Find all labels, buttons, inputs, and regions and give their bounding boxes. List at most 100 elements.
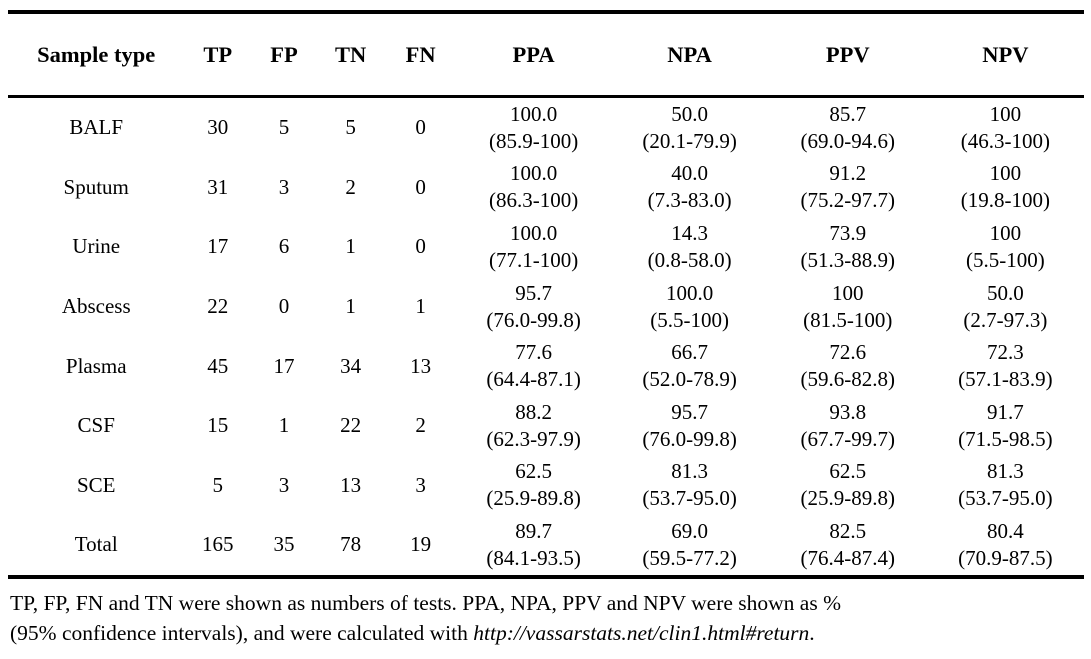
- ppa-value: 62.5: [515, 459, 552, 484]
- npa-confidence-interval: (0.8-58.0): [647, 247, 732, 272]
- fn-cell: 0: [415, 234, 426, 259]
- npv-confidence-interval: (57.1-83.9): [958, 367, 1053, 392]
- ppa-value: 95.7: [515, 280, 552, 305]
- npv-confidence-interval: (70.9-87.5): [958, 545, 1053, 570]
- npa-value: 81.3: [671, 459, 708, 484]
- npv-confidence-interval: (2.7-97.3): [963, 307, 1048, 332]
- tn-cell: 1: [345, 234, 356, 259]
- tp-cell: 165: [202, 532, 234, 557]
- results-table: Sample type TP FP TN FN PPA NPA PPV NPV …: [8, 10, 1084, 579]
- npa-confidence-interval: (59.5-77.2): [642, 545, 737, 570]
- ppv-confidence-interval: (76.4-87.4): [800, 545, 895, 570]
- ppa-confidence-interval: (64.4-87.1): [486, 367, 581, 392]
- table-row: Plasma 45 17 34 13 77.6 (64.4-87.1) 66.7 (52.0-7…: [8, 336, 1084, 396]
- ppv-cell: 91.2 (75.2-97.7): [769, 158, 927, 218]
- fn-cell: 0: [415, 115, 426, 140]
- tp-cell: 45: [207, 353, 229, 378]
- fp-cell: 5: [278, 115, 290, 140]
- npv-value: 91.7: [987, 399, 1024, 424]
- ppv-confidence-interval: (67.7-99.7): [800, 426, 895, 451]
- sample-type-cell: Total: [74, 532, 118, 557]
- ppa-confidence-interval: (84.1-93.5): [486, 545, 581, 570]
- npa-confidence-interval: (20.1-79.9): [642, 128, 737, 153]
- column-header-tn: TN: [316, 12, 385, 98]
- fn-cell: 2: [415, 413, 426, 438]
- table-row: BALF 30 5 5 0 100.0 (85.9-100) 50.0 (20.1-79.9) 8…: [8, 97, 1084, 158]
- tn-cell: 78: [340, 532, 362, 557]
- fn-cell: 19: [410, 532, 432, 557]
- ppa-cell: 100.0 (86.3-100): [457, 158, 611, 218]
- npv-cell: 100 (19.8-100): [927, 158, 1084, 218]
- npa-confidence-interval: (76.0-99.8): [642, 426, 737, 451]
- npv-value: 80.4: [987, 518, 1024, 543]
- column-header-fp: FP: [251, 12, 317, 98]
- ppv-cell: 100 (81.5-100): [769, 277, 927, 337]
- fp-cell: 0: [278, 294, 290, 319]
- ppv-cell: 73.9 (51.3-88.9): [769, 217, 927, 277]
- sample-type-cell: Plasma: [65, 353, 127, 378]
- npv-value: 81.3: [987, 459, 1024, 484]
- sample-type-cell: Urine: [72, 234, 121, 259]
- column-header-fn: FN: [384, 12, 457, 98]
- npa-value: 50.0: [671, 101, 708, 126]
- ppv-cell: 93.8 (67.7-99.7): [769, 396, 927, 456]
- npv-cell: 80.4 (70.9-87.5): [927, 515, 1084, 577]
- npa-confidence-interval: (5.5-100): [650, 307, 729, 332]
- npa-value: 95.7: [671, 399, 708, 424]
- npa-cell: 69.0 (59.5-77.2): [611, 515, 769, 577]
- sample-type-cell: Sputum: [63, 174, 129, 199]
- npa-cell: 100.0 (5.5-100): [611, 277, 769, 337]
- npv-confidence-interval: (71.5-98.5): [958, 426, 1053, 451]
- npa-confidence-interval: (53.7-95.0): [642, 486, 737, 511]
- table-body: BALF 30 5 5 0 100.0 (85.9-100) 50.0 (20.1-79.9) 8…: [8, 97, 1084, 577]
- ppv-cell: 82.5 (76.4-87.4): [769, 515, 927, 577]
- ppv-confidence-interval: (81.5-100): [803, 307, 893, 332]
- fp-cell: 6: [278, 234, 290, 259]
- column-header-npv: NPV: [926, 12, 1084, 98]
- tn-cell: 13: [340, 472, 362, 497]
- sample-type-cell: CSF: [77, 413, 115, 438]
- column-header-tp: TP: [184, 12, 252, 98]
- npa-cell: 95.7 (76.0-99.8): [611, 396, 769, 456]
- tn-cell: 34: [340, 353, 362, 378]
- ppa-cell: 89.7 (84.1-93.5): [457, 515, 611, 577]
- ppa-cell: 88.2 (62.3-97.9): [457, 396, 611, 456]
- npa-cell: 50.0 (20.1-79.9): [611, 97, 769, 158]
- fn-cell: 13: [410, 353, 432, 378]
- footnote-line-1: TP, FP, FN and TN were shown as numbers …: [10, 590, 841, 615]
- npv-confidence-interval: (19.8-100): [960, 188, 1051, 213]
- npa-value: 40.0: [671, 161, 708, 186]
- fp-cell: 35: [273, 532, 295, 557]
- tp-cell: 15: [207, 413, 229, 438]
- ppa-value: 100.0: [509, 101, 558, 126]
- ppv-value: 62.5: [829, 459, 867, 484]
- table-row: Urine 17 6 1 0 100.0 (77.1-100) 14.3 (0.8-58.0) 7…: [8, 217, 1084, 277]
- tp-cell: 22: [207, 294, 229, 319]
- sample-type-cell: SCE: [76, 472, 116, 497]
- tp-cell: 31: [207, 174, 229, 199]
- ppa-value: 100.0: [509, 161, 558, 186]
- column-header-ppv: PPV: [768, 12, 927, 98]
- footnote-period: .: [809, 620, 815, 645]
- ppv-value: 72.6: [829, 340, 867, 365]
- npv-value: 72.3: [987, 340, 1024, 365]
- npa-confidence-interval: (52.0-78.9): [642, 367, 737, 392]
- npv-cell: 100 (5.5-100): [927, 217, 1084, 277]
- ppa-cell: 77.6 (64.4-87.1): [457, 336, 611, 396]
- table-footnote: TP, FP, FN and TN were shown as numbers …: [10, 588, 1084, 648]
- fn-cell: 3: [415, 472, 426, 497]
- npv-cell: 81.3 (53.7-95.0): [927, 456, 1084, 516]
- table-row: Total 165 35 78 19 89.7 (84.1-93.5) 69.0 (59.5-7…: [8, 515, 1084, 577]
- npv-value: 100: [989, 101, 1022, 126]
- tp-cell: 17: [207, 234, 229, 259]
- ppv-confidence-interval: (51.3-88.9): [800, 247, 895, 272]
- ppa-confidence-interval: (85.9-100): [488, 128, 579, 153]
- fp-cell: 17: [273, 353, 295, 378]
- ppa-cell: 100.0 (77.1-100): [457, 217, 611, 277]
- ppa-value: 89.7: [515, 518, 552, 543]
- npv-cell: 91.7 (71.5-98.5): [927, 396, 1084, 456]
- npv-confidence-interval: (5.5-100): [966, 247, 1045, 272]
- npv-value: 50.0: [987, 280, 1024, 305]
- ppa-cell: 62.5 (25.9-89.8): [457, 456, 611, 516]
- ppv-confidence-interval: (75.2-97.7): [800, 188, 895, 213]
